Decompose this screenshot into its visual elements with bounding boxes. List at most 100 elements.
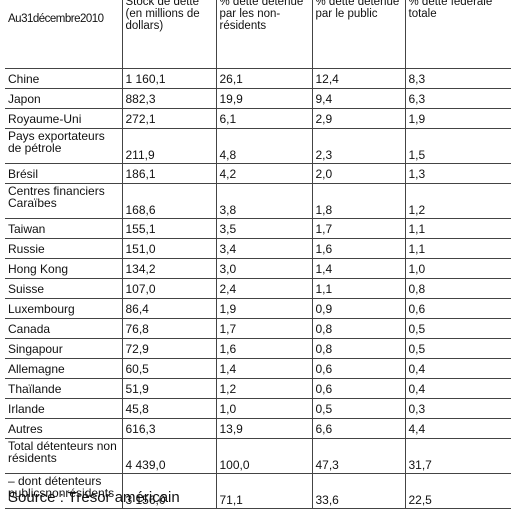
table-row: Centres financiers Caraïbes 168,6 3,8 1,8 1,…: [5, 183, 511, 219]
label-cell: Total détenteurs non résidents: [5, 438, 122, 474]
header-cell: Au31décembre2010: [5, 0, 122, 69]
value-cell: 186,1: [121, 163, 216, 184]
value-cell: 1,1: [311, 278, 405, 299]
value-cell: 51,9: [121, 378, 216, 399]
table-row: Luxembourg 86,4 1,9 0,9 0,6: [5, 298, 511, 319]
value-cell: 1,4: [215, 358, 312, 379]
table-row: Japon 882,3 19,9 9,4 6,3: [5, 88, 511, 109]
value-cell: 3 156,0: [121, 473, 216, 509]
value-cell: 151,0: [121, 238, 216, 259]
value-cell: 22,5: [404, 473, 511, 509]
value-cell: 0,3: [404, 398, 511, 419]
header-row: Au31décembre2010 Stock de dette (en milli…: [5, 0, 511, 69]
value-cell: 1,9: [215, 298, 312, 319]
value-cell: 1,2: [215, 378, 312, 399]
label-cell: Autres: [5, 418, 122, 439]
label-cell: Luxembourg: [5, 298, 122, 319]
label-cell: Canada: [5, 318, 122, 339]
label-cell: – dont détenteurs publicsnonrésidents: [5, 473, 122, 509]
label-cell: Brésil: [5, 163, 122, 184]
value-cell: 1,0: [404, 258, 511, 279]
value-cell: 0,5: [404, 318, 511, 339]
source: Source : Trésor américain: [8, 489, 180, 506]
value-cell: 4,8: [215, 128, 312, 164]
table-body: Chine 1 160,1 26,1 12,4 8,3 Japon 882,3 19,9 9,4…: [5, 68, 511, 509]
value-cell: 0,6: [311, 378, 405, 399]
value-cell: 3,0: [215, 258, 312, 279]
value-cell: 0,5: [404, 338, 511, 359]
value-cell: 9,4: [311, 88, 405, 109]
value-cell: 0,9: [311, 298, 405, 319]
table-row: Chine 1 160,1 26,1 12,4 8,3: [5, 68, 511, 89]
value-cell: 134,2: [121, 258, 216, 279]
value-cell: 2,0: [311, 163, 405, 184]
value-cell: 6,3: [404, 88, 511, 109]
value-cell: 1,5: [404, 128, 511, 164]
label-cell: Japon: [5, 88, 122, 109]
value-cell: 211,9: [121, 128, 216, 164]
value-cell: 60,5: [121, 358, 216, 379]
value-cell: 1,6: [311, 238, 405, 259]
value-cell: 616,3: [121, 418, 216, 439]
value-cell: 1,2: [404, 183, 511, 219]
value-cell: 1,7: [215, 318, 312, 339]
value-cell: 0,4: [404, 358, 511, 379]
value-cell: 4,2: [215, 163, 312, 184]
value-cell: 168,6: [121, 183, 216, 219]
value-cell: 72,9: [121, 338, 216, 359]
value-cell: 0,8: [311, 338, 405, 359]
table-row: Total détenteurs non résidents 4 439,0 100…: [5, 438, 511, 474]
table-row: Taiwan 155,1 3,5 1,7 1,1: [5, 218, 511, 239]
value-cell: 76,8: [121, 318, 216, 339]
debt-table: Au31décembre2010 Stock de dette (en milli…: [5, 0, 511, 509]
value-cell: 155,1: [121, 218, 216, 239]
value-cell: 1,1: [404, 218, 511, 239]
value-cell: 0,6: [404, 298, 511, 319]
value-cell: 1,3: [404, 163, 511, 184]
value-cell: 4 439,0: [121, 438, 216, 474]
table-row: Thaïlande 51,9 1,2 0,6 0,4: [5, 378, 511, 399]
value-cell: 13,9: [215, 418, 312, 439]
table-row: Hong Kong 134,2 3,0 1,4 1,0: [5, 258, 511, 279]
table-row: Brésil 186,1 4,2 2,0 1,3: [5, 163, 511, 184]
value-cell: 1,6: [215, 338, 312, 359]
value-cell: 3,5: [215, 218, 312, 239]
value-cell: 2,9: [311, 108, 405, 129]
value-cell: 86,4: [121, 298, 216, 319]
value-cell: 0,5: [311, 398, 405, 419]
table-row: Canada 76,8 1,7 0,8 0,5: [5, 318, 511, 339]
header-cell: % dette fédérale totale: [404, 0, 511, 69]
label-cell: Pays exportateurs de pétrole: [5, 128, 122, 164]
table-row: Russie 151,0 3,4 1,6 1,1: [5, 238, 511, 259]
value-cell: 1,0: [215, 398, 312, 419]
value-cell: 4,4: [404, 418, 511, 439]
value-cell: 3,8: [215, 183, 312, 219]
value-cell: 45,8: [121, 398, 216, 419]
value-cell: 0,8: [404, 278, 511, 299]
value-cell: 6,6: [311, 418, 405, 439]
header-cell: % dette détenue par le public: [311, 0, 405, 69]
value-cell: 1,7: [311, 218, 405, 239]
label-cell: Suisse: [5, 278, 122, 299]
value-cell: 1,8: [311, 183, 405, 219]
value-cell: 0,8: [311, 318, 405, 339]
value-cell: 272,1: [121, 108, 216, 129]
value-cell: 3,4: [215, 238, 312, 259]
value-cell: 47,3: [311, 438, 405, 474]
value-cell: 31,7: [404, 438, 511, 474]
value-cell: 6,1: [215, 108, 312, 129]
table-row: – dont détenteurs publicsnonrésidents 3 1…: [5, 473, 511, 509]
label-cell: Thaïlande: [5, 378, 122, 399]
value-cell: 12,4: [311, 68, 405, 89]
value-cell: 0,6: [311, 358, 405, 379]
table-row: Autres 616,3 13,9 6,6 4,4: [5, 418, 511, 439]
header-cell: % dette détenue par les non-résidents: [215, 0, 312, 69]
value-cell: 1,9: [404, 108, 511, 129]
value-cell: 8,3: [404, 68, 511, 89]
table-row: Allemagne 60,5 1,4 0,6 0,4: [5, 358, 511, 379]
header-cell: Stock de dette (en millions de dollars): [121, 0, 216, 69]
table-row: Singapour 72,9 1,6 0,8 0,5: [5, 338, 511, 359]
value-cell: 1,1: [404, 238, 511, 259]
value-cell: 1 160,1: [121, 68, 216, 89]
